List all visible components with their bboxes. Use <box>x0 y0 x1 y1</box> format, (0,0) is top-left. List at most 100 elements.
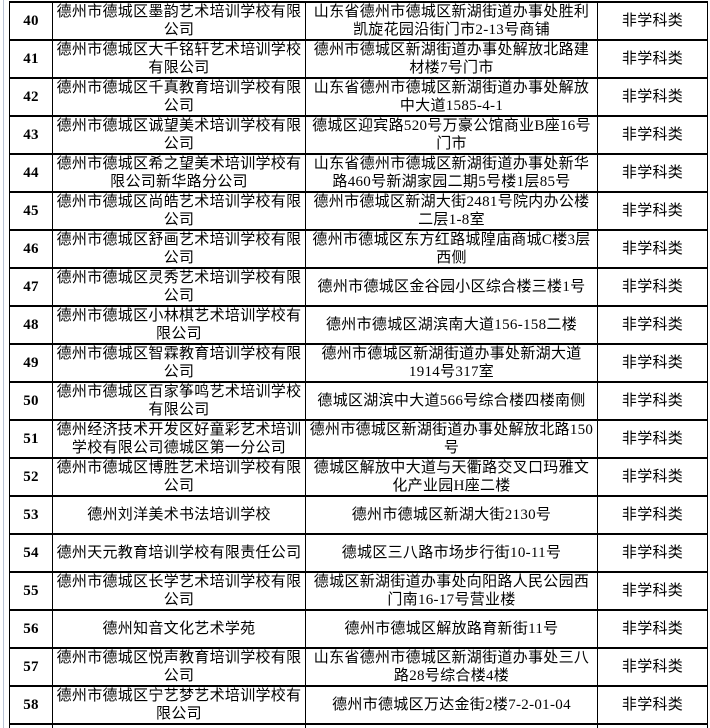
row-number-cell: 53 <box>9 495 53 535</box>
institution-name-cell: 德州市德城区长学艺术培训学校有限公司 <box>52 571 306 611</box>
table-row: 54 德州天元教育培训学校有限责任公司 德城区三八路市场步行街10-11号 非学科类 <box>9 533 708 573</box>
institution-name-cell: 德州市德城区智霖教育培训学校有限公司 <box>52 343 306 383</box>
category-cell: 非学科类 <box>597 647 708 687</box>
institution-name-cell: 德州市德城区博胜艺术培训学校有限公司 <box>52 457 306 497</box>
category-cell: 非学科类 <box>597 229 708 269</box>
address-cell: 德城区解放中大道与天衢路交叉口玛雅文化产业园H座二楼 <box>305 457 598 497</box>
address-cell: 德州市德城区东方红路城隍庙商城C楼3层西侧 <box>305 229 598 269</box>
category-cell: 非学科类 <box>597 77 708 117</box>
category-cell: 非学科类 <box>597 343 708 383</box>
institution-name-cell: 德州市德城区诚望美术培训学校有限公司 <box>52 115 306 155</box>
table-row: 52 德州市德城区博胜艺术培训学校有限公司 德城区解放中大道与天衢路交叉口玛雅文化产… <box>9 457 708 497</box>
table-row: 40 德州市德城区墨韵艺术培训学校有限公司 山东省德州市德城区新湖街道办事处胜利凯旋… <box>9 1 708 41</box>
table-row: 49 德州市德城区智霖教育培训学校有限公司 德州市德城区新湖街道办事处新湖大道191… <box>9 343 708 383</box>
row-number-cell: 48 <box>9 305 53 345</box>
row-number-cell: 44 <box>9 153 53 193</box>
empty-cell <box>597 723 708 728</box>
category-cell: 非学科类 <box>597 571 708 611</box>
address-cell: 德州市德城区新湖大街2130号 <box>305 495 598 535</box>
row-number-cell: 57 <box>9 647 53 687</box>
row-number-cell: 45 <box>9 191 53 231</box>
address-cell: 德州市德城区湖滨南大道156-158二楼 <box>305 305 598 345</box>
table-row: 55 德州市德城区长学艺术培训学校有限公司 德城区新湖街道办事处向阳路人民公园西门南… <box>9 571 708 611</box>
category-cell: 非学科类 <box>597 457 708 497</box>
institution-name-cell: 德州市德城区悦声教育培训学校有限公司 <box>52 647 306 687</box>
address-cell: 德州市德城区解放路育新街11号 <box>305 609 598 649</box>
table-row: 43 德州市德城区诚望美术培训学校有限公司 德城区迎宾路520号万豪公馆商业B座16… <box>9 115 708 155</box>
institution-name-cell: 德州市德城区小林棋艺术培训学校有限公司 <box>52 305 306 345</box>
row-number-cell: 40 <box>9 1 53 41</box>
table-row: 45 德州市德城区尚皓艺术培训学校有限公司 德州市德城区新湖大街2481号院内办公楼… <box>9 191 708 231</box>
institution-name-cell: 德州市德城区墨韵艺术培训学校有限公司 <box>52 1 306 41</box>
row-number-cell: 51 <box>9 419 53 459</box>
address-cell: 山东省德州市德城区新湖街道办事处新华路460号新湖家园二期5号楼1层85号 <box>305 153 598 193</box>
address-cell: 德州市德城区万达金街2楼7-2-01-04 <box>305 685 598 725</box>
institution-name-cell: 德州经济技术开发区好童彩艺术培训学校有限公司德城区第一分公司 <box>52 419 306 459</box>
row-number-cell: 41 <box>9 39 53 79</box>
address-cell: 德州市德城区金谷园小区综合楼三楼1号 <box>305 267 598 307</box>
category-cell: 非学科类 <box>597 609 708 649</box>
category-cell: 非学科类 <box>597 1 708 41</box>
institution-name-cell: 德州市德城区百家筝鸣艺术培训学校有限公司 <box>52 381 306 421</box>
address-cell: 山东省德州市德城区新湖街道办事处胜利凯旋花园沿街门市2-13号商铺 <box>305 1 598 41</box>
table-row: 57 德州市德城区悦声教育培训学校有限公司 山东省德州市德城区新湖街道办事处三八路2… <box>9 647 708 687</box>
row-number-cell: 56 <box>9 609 53 649</box>
empty-cell <box>9 723 53 728</box>
row-number-cell: 47 <box>9 267 53 307</box>
address-cell: 德州市德城区新湖街道办事处解放北路150号 <box>305 419 598 459</box>
institution-name-cell: 德州刘洋美术书法培训学校 <box>52 495 306 535</box>
address-cell: 德州市德城区新湖街道办事处新湖大道1914号317室 <box>305 343 598 383</box>
row-number-cell: 54 <box>9 533 53 573</box>
category-cell: 非学科类 <box>597 267 708 307</box>
category-cell: 非学科类 <box>597 115 708 155</box>
row-number-cell: 43 <box>9 115 53 155</box>
row-number-cell: 50 <box>9 381 53 421</box>
row-number-cell: 55 <box>9 571 53 611</box>
category-cell: 非学科类 <box>597 153 708 193</box>
table-row: 50 德州市德城区百家筝鸣艺术培训学校有限公司 德城区湖滨中大道566号综合楼四楼南… <box>9 381 708 421</box>
row-number-cell: 52 <box>9 457 53 497</box>
institution-name-cell: 德州天元教育培训学校有限责任公司 <box>52 533 306 573</box>
partial-next-row <box>9 723 708 728</box>
institution-name-cell: 德州市德城区希之望美术培训学校有限公司新华路分公司 <box>52 153 306 193</box>
category-cell: 非学科类 <box>597 305 708 345</box>
institutions-table: 40 德州市德城区墨韵艺术培训学校有限公司 山东省德州市德城区新湖街道办事处胜利凯旋… <box>9 1 708 728</box>
table-row: 47 德州市德城区灵秀艺术培训学校有限公司 德州市德城区金谷园小区综合楼三楼1号 非学… <box>9 267 708 307</box>
category-cell: 非学科类 <box>597 495 708 535</box>
category-cell: 非学科类 <box>597 419 708 459</box>
address-cell: 德城区迎宾路520号万豪公馆商业B座16号门市 <box>305 115 598 155</box>
table-row: 41 德州市德城区大千铭轩艺术培训学校有限公司 德州市德城区新湖街道办事处解放北路建… <box>9 39 708 79</box>
institution-name-cell: 德州市德城区千真教育培训学校有限公司 <box>52 77 306 117</box>
row-number-cell: 42 <box>9 77 53 117</box>
address-cell: 德州市德城区新湖街道办事处解放北路建材楼7号门市 <box>305 39 598 79</box>
table-row: 46 德州市德城区舒画艺术培训学校有限公司 德州市德城区东方红路城隍庙商城C楼3层西… <box>9 229 708 269</box>
row-number-cell: 58 <box>9 685 53 725</box>
category-cell: 非学科类 <box>597 381 708 421</box>
category-cell: 非学科类 <box>597 533 708 573</box>
table-row: 53 德州刘洋美术书法培训学校 德州市德城区新湖大街2130号 非学科类 <box>9 495 708 535</box>
institution-name-cell: 德州市德城区大千铭轩艺术培训学校有限公司 <box>52 39 306 79</box>
institution-name-cell: 德州市德城区尚皓艺术培训学校有限公司 <box>52 191 306 231</box>
category-cell: 非学科类 <box>597 191 708 231</box>
category-cell: 非学科类 <box>597 685 708 725</box>
address-cell: 山东省德州市德城区新湖街道办事处解放中大道1585-4-1 <box>305 77 598 117</box>
empty-cell <box>52 723 306 728</box>
table-row: 58 德州市德城区宁艺梦艺术培训学校有限公司 德州市德城区万达金街2楼7-2-01-… <box>9 685 708 725</box>
address-cell: 山东省德州市德城区新湖街道办事处三八路28号综合楼4楼 <box>305 647 598 687</box>
institution-name-cell: 德州市德城区灵秀艺术培训学校有限公司 <box>52 267 306 307</box>
table-row: 42 德州市德城区千真教育培训学校有限公司 山东省德州市德城区新湖街道办事处解放中大… <box>9 77 708 117</box>
address-cell: 德城区新湖街道办事处向阳路人民公园西门南16-17号营业楼 <box>305 571 598 611</box>
table-row: 56 德州知音文化艺术学苑 德州市德城区解放路育新街11号 非学科类 <box>9 609 708 649</box>
institutions-table-body: 40 德州市德城区墨韵艺术培训学校有限公司 山东省德州市德城区新湖街道办事处胜利凯旋… <box>9 1 708 728</box>
institution-name-cell: 德州市德城区宁艺梦艺术培训学校有限公司 <box>52 685 306 725</box>
institution-name-cell: 德州市德城区舒画艺术培训学校有限公司 <box>52 229 306 269</box>
category-cell: 非学科类 <box>597 39 708 79</box>
table-row: 51 德州经济技术开发区好童彩艺术培训学校有限公司德城区第一分公司 德州市德城区新湖… <box>9 419 708 459</box>
table-row: 44 德州市德城区希之望美术培训学校有限公司新华路分公司 山东省德州市德城区新湖街道… <box>9 153 708 193</box>
row-number-cell: 49 <box>9 343 53 383</box>
address-cell: 德城区湖滨中大道566号综合楼四楼南侧 <box>305 381 598 421</box>
address-cell: 德城区三八路市场步行街10-11号 <box>305 533 598 573</box>
left-margin-gridline <box>3 0 4 728</box>
row-number-cell: 46 <box>9 229 53 269</box>
